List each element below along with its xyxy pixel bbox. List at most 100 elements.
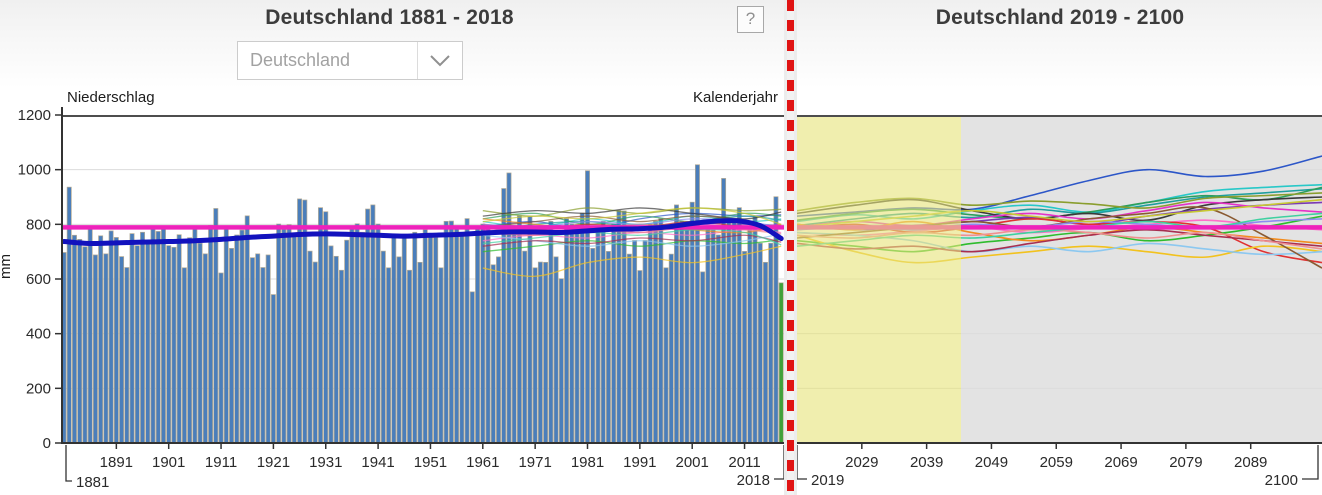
precipitation-bar[interactable] [197,242,203,444]
precipitation-bar[interactable] [742,251,748,444]
precipitation-bar[interactable] [710,229,716,444]
precipitation-bar[interactable] [145,241,151,444]
precipitation-bar[interactable] [564,218,570,444]
precipitation-bar[interactable] [229,248,234,444]
precipitation-bar[interactable] [150,227,156,444]
precipitation-bar[interactable] [108,230,114,444]
precipitation-bar[interactable] [464,218,470,444]
precipitation-bar[interactable] [548,220,554,444]
precipitation-bar[interactable] [778,282,784,444]
precipitation-bar[interactable] [700,271,706,444]
precipitation-bar[interactable] [647,223,653,444]
precipitation-bar[interactable] [255,253,261,444]
precipitation-bar[interactable] [459,234,465,444]
precipitation-bar[interactable] [747,226,753,444]
precipitation-bar[interactable] [653,220,659,444]
precipitation-bar[interactable] [569,223,575,444]
precipitation-bar[interactable] [375,223,381,444]
precipitation-bar[interactable] [626,253,632,444]
chevron-down-icon[interactable] [417,42,462,79]
precipitation-bar[interactable] [469,291,475,444]
precipitation-bar[interactable] [87,226,93,444]
precipitation-bar[interactable] [616,210,622,444]
precipitation-bar[interactable] [291,234,297,444]
precipitation-bar[interactable] [270,294,276,444]
precipitation-bar[interactable] [77,239,83,444]
precipitation-bar[interactable] [757,242,763,444]
precipitation-bar[interactable] [632,240,638,444]
precipitation-bar[interactable] [312,261,318,444]
precipitation-bar[interactable] [234,234,240,444]
precipitation-bar[interactable] [590,248,596,444]
precipitation-bar[interactable] [265,254,271,444]
precipitation-bar[interactable] [553,256,559,444]
precipitation-bar[interactable] [328,245,334,444]
precipitation-bar[interactable] [731,221,737,444]
precipitation-bar[interactable] [72,234,77,444]
precipitation-bar[interactable] [438,267,444,444]
precipitation-bar[interactable] [187,237,193,444]
region-select[interactable]: Deutschland [237,41,463,80]
precipitation-bar[interactable] [307,250,313,444]
precipitation-bar[interactable] [354,223,360,444]
precipitation-bar[interactable] [443,220,449,444]
precipitation-bar[interactable] [134,245,140,444]
precipitation-bar[interactable] [333,255,339,444]
precipitation-bar[interactable] [82,246,88,444]
precipitation-bar[interactable] [260,267,266,444]
precipitation-bar[interactable] [318,207,323,444]
precipitation-bar[interactable] [244,215,250,444]
precipitation-bar[interactable] [386,267,392,444]
precipitation-bar[interactable] [391,234,397,444]
precipitation-bar[interactable] [454,226,460,444]
help-button[interactable]: ? [737,6,764,33]
precipitation-bar[interactable] [684,226,690,444]
precipitation-bar[interactable] [558,278,564,444]
precipitation-bar[interactable] [579,212,585,444]
precipitation-bar[interactable] [113,237,119,444]
precipitation-bar[interactable] [370,204,376,444]
precipitation-bar[interactable] [286,224,292,444]
precipitation-bar[interactable] [475,226,481,444]
precipitation-bar[interactable] [752,215,758,444]
precipitation-bar[interactable] [595,226,601,444]
precipitation-bar[interactable] [543,261,549,444]
precipitation-bar[interactable] [349,226,355,444]
precipitation-bar[interactable] [92,254,98,444]
precipitation-bar[interactable] [339,269,344,444]
precipitation-bar[interactable] [359,231,365,444]
precipitation-bar[interactable] [365,208,371,444]
precipitation-bar[interactable] [611,223,617,444]
precipitation-bar[interactable] [511,229,517,444]
precipitation-bar[interactable] [480,223,486,444]
precipitation-bar[interactable] [496,256,501,444]
precipitation-bar[interactable] [485,228,491,444]
precipitation-bar[interactable] [668,253,674,444]
precipitation-bar[interactable] [532,267,538,444]
precipitation-bar[interactable] [417,261,423,444]
precipitation-bar[interactable] [176,234,182,444]
precipitation-bar[interactable] [181,267,187,444]
precipitation-bar[interactable] [281,228,287,444]
precipitation-bar[interactable] [166,245,172,444]
precipitation-bar[interactable] [380,250,386,444]
precipitation-bar[interactable] [344,239,350,444]
precipitation-bar[interactable] [239,229,245,444]
precipitation-bar[interactable] [574,224,580,444]
precipitation-bar[interactable] [663,267,669,444]
precipitation-bar[interactable] [600,220,606,444]
precipitation-bar[interactable] [401,234,407,444]
precipitation-bar[interactable] [323,211,329,444]
precipitation-bar[interactable] [448,220,454,444]
precipitation-bar[interactable] [98,235,104,444]
precipitation-bar[interactable] [250,257,255,444]
precipitation-bar[interactable] [516,215,522,444]
precipitation-bar[interactable] [218,272,224,444]
precipitation-bar[interactable] [202,253,208,444]
precipitation-bar[interactable] [119,256,125,444]
precipitation-bar[interactable] [428,234,433,444]
precipitation-bar[interactable] [129,233,135,444]
precipitation-bar[interactable] [642,240,648,444]
precipitation-bar[interactable] [124,267,130,444]
precipitation-bar[interactable] [396,256,402,444]
